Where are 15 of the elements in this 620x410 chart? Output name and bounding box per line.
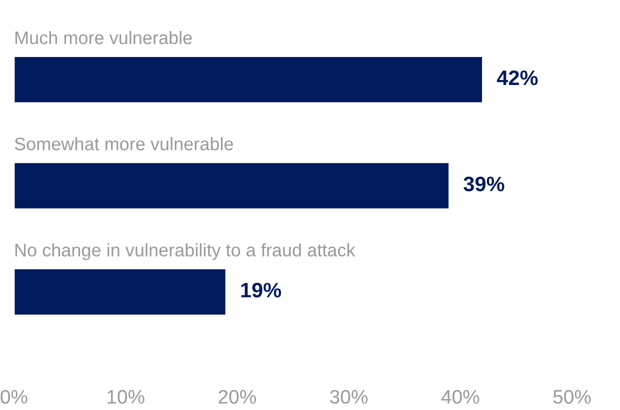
x-tick-label: 50% xyxy=(553,390,591,404)
y-tick-label: No change in vulnerability to a fraud attack xyxy=(15,243,356,260)
data-label: 42% xyxy=(496,70,538,86)
x-tick-label: 30% xyxy=(330,390,368,404)
bar xyxy=(14,56,484,104)
x-tick-label: 40% xyxy=(441,390,480,404)
bar xyxy=(14,268,227,316)
data-label: 19% xyxy=(241,282,282,298)
x-tick-label: 10% xyxy=(108,390,144,404)
data-label: 39% xyxy=(464,176,504,192)
y-tick-label: Somewhat more vulnerable xyxy=(14,137,233,150)
x-tick-label: 20% xyxy=(218,390,256,404)
x-tick-label: 0% xyxy=(0,390,28,404)
y-tick-label: Much more vulnerable xyxy=(15,30,192,44)
bar xyxy=(14,162,450,210)
